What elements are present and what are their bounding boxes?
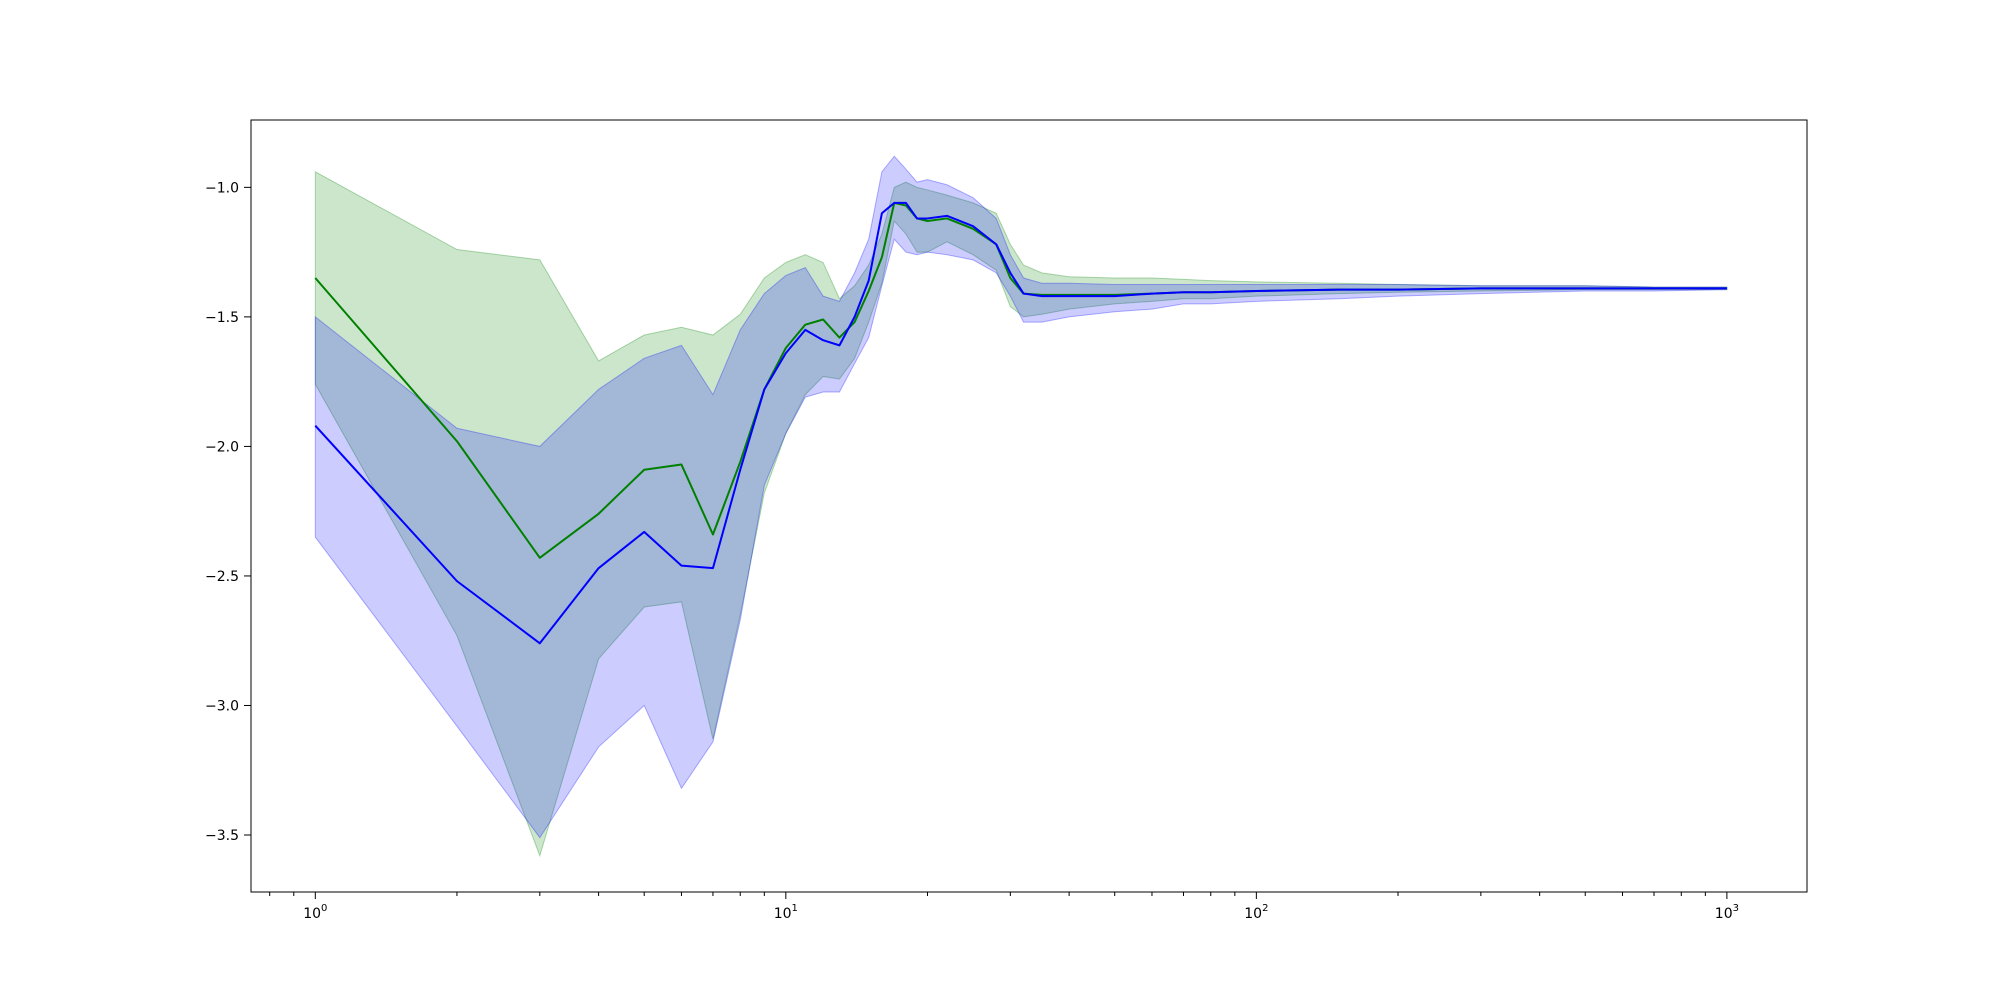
x-tick-label: 102 (1244, 903, 1268, 922)
series-2-band (314, 155, 1728, 839)
y-tick-label: −2.0 (205, 439, 239, 455)
x-tick-label: 100 (303, 903, 327, 922)
x-tick-label: 101 (774, 903, 798, 922)
plot-frame (250, 119, 1808, 893)
y-tick-label: −1.5 (205, 310, 239, 326)
x-tick-label: 103 (1715, 903, 1739, 922)
x-axis: 100 101 102 103 (269, 892, 1739, 922)
y-axis: −1.0 −1.5 −2.0 −2.5 −3.0 −3.5 (205, 180, 251, 844)
y-tick-label: −3.5 (205, 828, 239, 844)
series-2-line (314, 201, 1727, 645)
series-lines (314, 201, 1727, 645)
y-tick-label: −1.0 (205, 180, 239, 196)
series-1-band (314, 170, 1728, 858)
confidence-bands (314, 155, 1728, 858)
y-tick-label: −2.5 (205, 569, 239, 585)
y-tick-label: −3.0 (205, 698, 239, 714)
